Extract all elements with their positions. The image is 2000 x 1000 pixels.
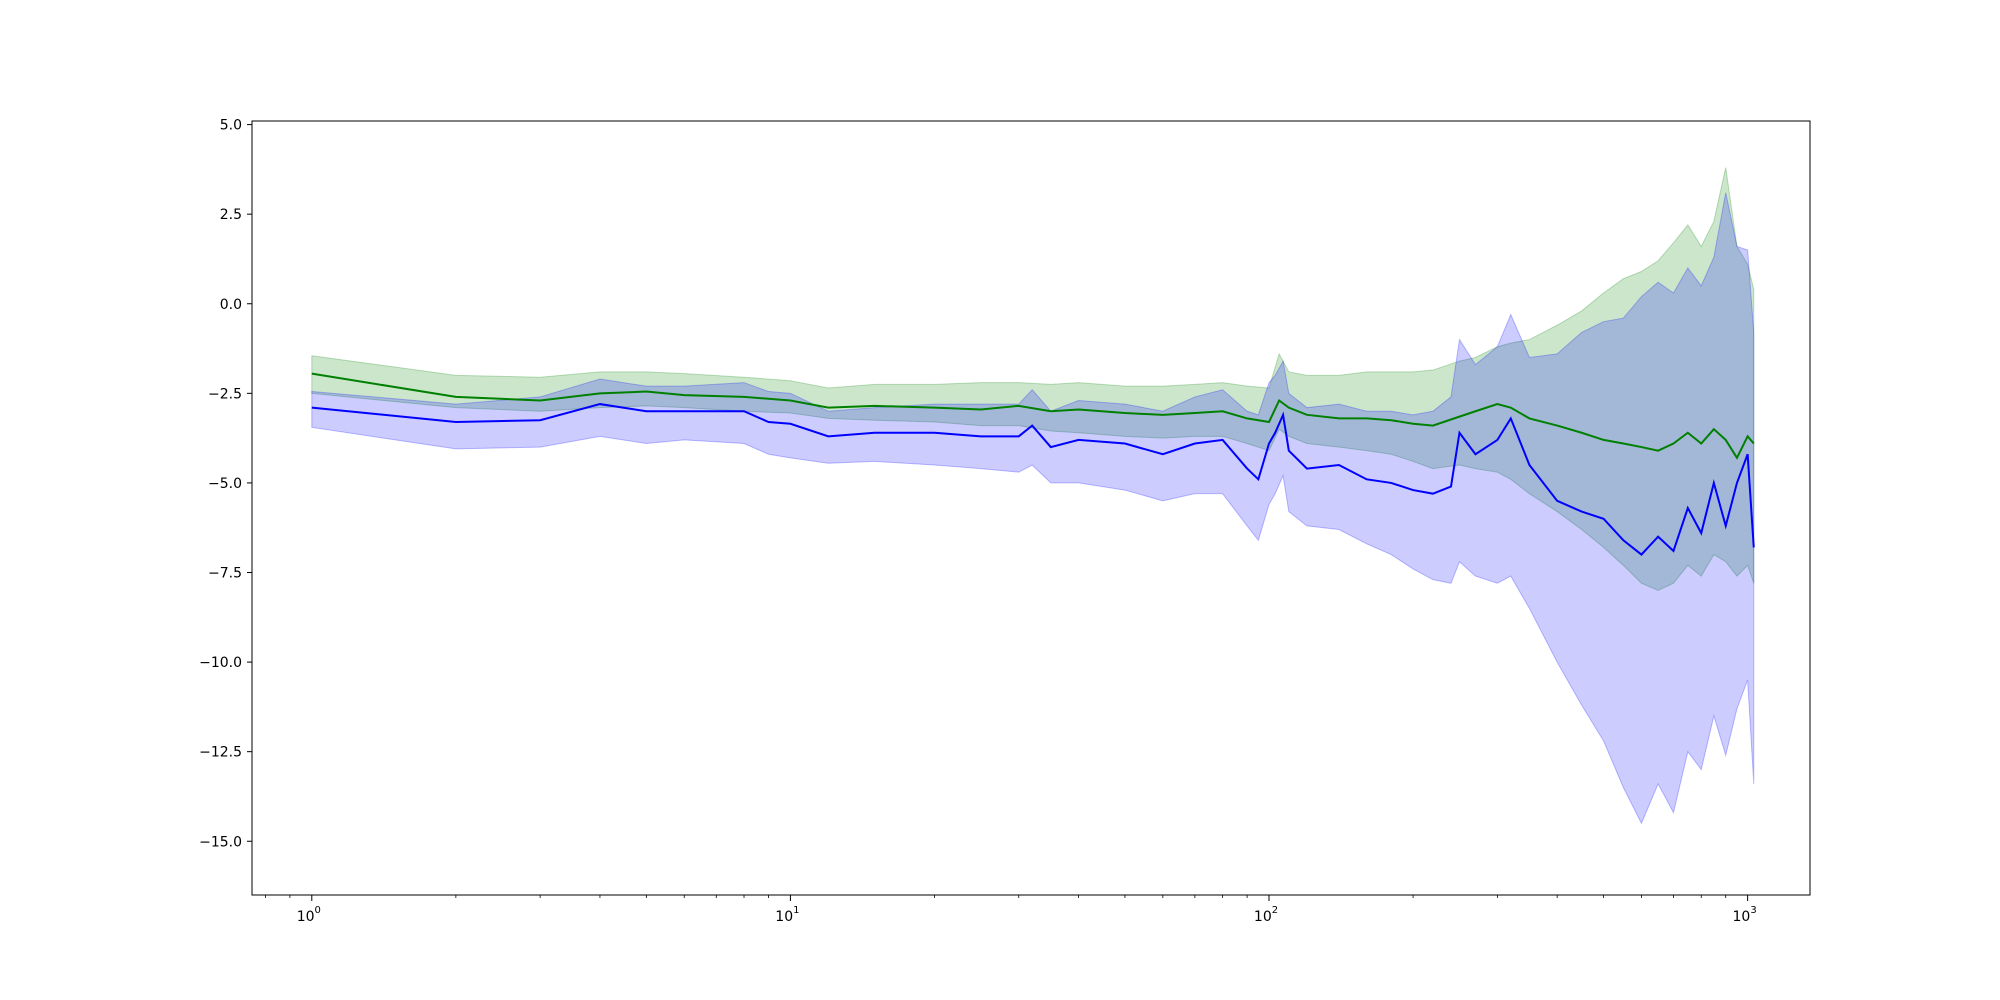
x-tick-label-exponent: 3 — [1750, 905, 1756, 916]
y-tick-label: 5.0 — [220, 118, 242, 134]
y-tick-label: −15.0 — [199, 834, 242, 850]
x-tick-label-exponent: 1 — [793, 905, 799, 916]
x-tick-label-base: 10 — [775, 909, 793, 925]
y-axis: 5.0 2.5 0.0 −2.5 −5.0 −7.5 −10.0 −12.5 −15.0 — [199, 118, 252, 850]
plot-area — [311, 167, 1755, 825]
series-layer — [311, 167, 1755, 825]
x-tick-label-exponent: 2 — [1272, 905, 1278, 916]
x-axis: 100 101 102 103 — [265, 895, 1757, 925]
x-tick-label-exponent: 0 — [315, 905, 321, 916]
series-2-line — [311, 403, 1755, 556]
y-tick-label: −10.0 — [199, 655, 242, 671]
x-tick-label: 102 — [1254, 905, 1278, 925]
x-tick-label-base: 10 — [297, 909, 315, 925]
y-tick-label: 0.0 — [220, 297, 242, 313]
y-tick-label: −2.5 — [208, 386, 242, 402]
series-1-band — [311, 167, 1755, 591]
y-tick-label: −5.0 — [208, 476, 242, 492]
y-tick-label: −7.5 — [208, 566, 242, 582]
x-tick-label-base: 10 — [1733, 909, 1751, 925]
x-tick-label-base: 10 — [1254, 909, 1272, 925]
x-tick-label: 103 — [1733, 905, 1757, 925]
y-tick-label: 2.5 — [220, 207, 242, 223]
y-tick-label: −12.5 — [199, 745, 242, 761]
axes-frame — [251, 120, 1811, 896]
series-2-band — [311, 192, 1755, 825]
series-1-line — [311, 372, 1755, 460]
x-tick-label: 100 — [297, 905, 321, 925]
x-tick-label: 101 — [775, 905, 799, 925]
